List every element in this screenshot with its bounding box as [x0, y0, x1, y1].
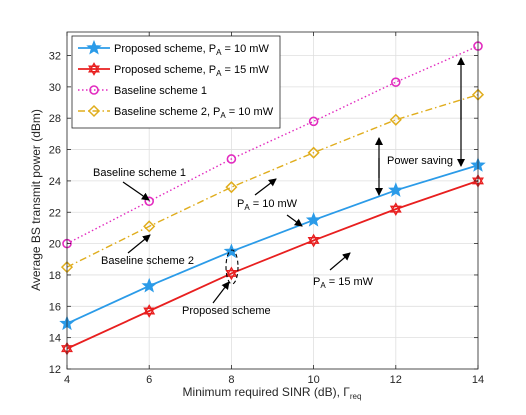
data-point-series-4: [307, 146, 320, 159]
y-tick-label: 16: [49, 301, 61, 313]
annotation-power-saving: Power saving: [387, 155, 453, 167]
data-point-series-3: [226, 154, 237, 164]
data-point-series-1: [223, 243, 240, 258]
x-axis-title: Minimum required SINR (dB), Γreq: [183, 385, 362, 401]
y-tick-label: 24: [49, 176, 61, 188]
proposed-scheme-ellipse: [225, 249, 239, 285]
y-tick-label: 26: [49, 145, 61, 157]
legend-marker-2: [88, 62, 100, 76]
legend-marker-2-down: [88, 65, 100, 76]
x-tick-label: 14: [472, 374, 484, 386]
annotation-baseline-scheme-1: Baseline scheme 1: [93, 167, 186, 179]
x-tick-label: 12: [390, 374, 402, 386]
annotation-pa-10mw: PA = 10 mW: [237, 198, 298, 212]
ticks: 4 6 8 10 12 14 12 14 16 18 20 22 24 26 28 30 32: [49, 32, 484, 386]
x-tick-label: 6: [146, 374, 152, 386]
data-point-series-2-down: [389, 205, 402, 217]
data-point-series-3: [390, 77, 401, 87]
data-point-series-1: [305, 211, 322, 227]
legend-marker-1: [86, 39, 102, 55]
data-point-series-2-down: [143, 307, 156, 318]
y-axis-title: Average BS transmit power (dBm): [29, 109, 43, 291]
data-point-series-2-up: [307, 233, 320, 244]
annotations: Baseline scheme 1 Baseline scheme 2 Prop…: [93, 57, 465, 317]
data-point-series-2: [307, 233, 320, 248]
annotation-proposed-scheme: Proposed scheme: [182, 305, 271, 317]
y-tick-label: 32: [49, 51, 61, 63]
data-point-series-1: [141, 277, 157, 293]
series-line-1: [66, 164, 479, 325]
x-tick-label: 8: [228, 374, 234, 386]
series-line-4: [66, 94, 479, 268]
legend: Proposed scheme, PA = 10 mW Proposed sche…: [71, 35, 281, 129]
legend-label-2: Proposed scheme, PA = 15 mW: [114, 64, 269, 78]
series-line-3: [66, 45, 479, 245]
series-line-2: [66, 180, 479, 350]
y-tick-label: 22: [49, 207, 61, 219]
legend-marker-2-up: [88, 62, 100, 73]
data-point-series-2: [389, 202, 402, 217]
data-point-series-2: [225, 266, 238, 281]
legend-entries: Proposed scheme, PA = 10 mW Proposed sche…: [78, 39, 274, 120]
y-tick-label: 30: [49, 82, 61, 94]
x-tick-label: 4: [64, 374, 70, 386]
legend-box: [71, 35, 281, 129]
data-point-series-4: [225, 181, 238, 194]
annotation-pa-15mw: PA = 15 mW: [313, 276, 374, 290]
data-point-series-1: [388, 182, 404, 197]
y-tick-label: 28: [49, 113, 61, 125]
arrow-baseline-scheme-2: [127, 234, 151, 254]
data-point-series-2-up: [225, 266, 238, 277]
data-point-series-2-down: [307, 237, 320, 248]
legend-marker-3: [89, 85, 99, 95]
x-tick-label: 10: [307, 374, 319, 386]
data-point-series-2: [143, 304, 156, 318]
legend-label-3: Baseline scheme 1: [114, 85, 207, 97]
y-tick-label: 14: [49, 333, 61, 345]
data-point-series-4: [143, 220, 156, 233]
arrow-pa-10mw-upper: [254, 178, 277, 196]
arrow-proposed-scheme: [212, 281, 230, 304]
data-point-series-2-up: [389, 202, 402, 213]
arrow-pa-15mw: [329, 252, 351, 271]
data-point-series-2-down: [225, 269, 238, 281]
annotation-baseline-scheme-2: Baseline scheme 2: [101, 255, 194, 267]
data-point-series-4: [389, 113, 402, 126]
legend-label-1: Proposed scheme, PA = 10 mW: [114, 43, 269, 57]
legend-label-4: Baseline scheme 2, PA = 10 mW: [114, 106, 274, 120]
y-tick-label: 20: [49, 239, 61, 251]
arrow-baseline-scheme-1: [122, 181, 150, 201]
legend-marker-4: [87, 104, 101, 118]
data-point-series-3: [308, 116, 319, 127]
plot-frame: [66, 31, 479, 370]
data-point-series-2-up: [143, 304, 156, 315]
y-tick-label: 18: [49, 270, 61, 282]
arrow-pa-10mw-lower: [286, 214, 303, 227]
series-lines: [66, 45, 479, 350]
y-tick-label: 12: [49, 364, 61, 376]
